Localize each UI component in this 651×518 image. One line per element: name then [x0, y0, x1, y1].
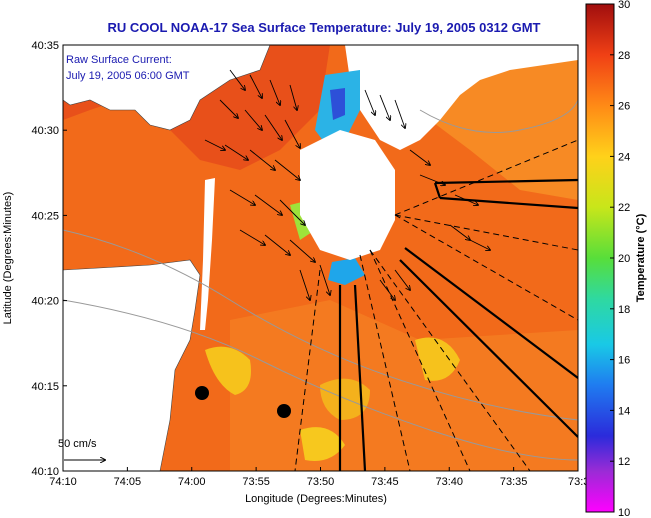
buoy-marker-2	[277, 404, 291, 418]
y-tick-label: 40:10	[31, 466, 59, 478]
warm-patch-2	[320, 378, 370, 420]
x-tick-label: 73:40	[435, 476, 463, 488]
colorbar-label: Temperature (°C)	[635, 213, 647, 302]
warm-patch-1	[205, 346, 251, 395]
bathymetry-contour-2	[63, 299, 578, 461]
y-axis-ticks: 40:35 40:30 40:25 40:20 40:15 40:10	[31, 40, 67, 478]
y-axis-label: Latitude (Degrees:Minutes)	[2, 192, 14, 325]
sandy-hook	[200, 178, 215, 330]
legend-line-1: Raw Surface Current:	[66, 54, 172, 66]
shipping-lane-south	[338, 284, 367, 471]
y-tick-label: 40:20	[31, 296, 59, 308]
x-tick-label: 74:05	[114, 476, 142, 488]
land-nj-coast	[63, 259, 201, 471]
colorbar-tick-label: 18	[618, 304, 630, 316]
bathymetry-contour-1	[63, 229, 578, 421]
x-tick-label: 73:35	[500, 476, 528, 488]
scale-label: 50 cm/s	[58, 438, 97, 450]
y-tick-label: 40:35	[31, 40, 59, 52]
map-area	[63, 45, 578, 471]
colorbar-tick-label: 10	[618, 507, 630, 518]
x-tick-label: 73:45	[371, 476, 399, 488]
warm-patch-3	[415, 337, 460, 381]
cold-core	[330, 88, 345, 120]
colorbar	[585, 3, 615, 513]
current-vectors	[204, 69, 490, 300]
colorbar-tick-label: 22	[618, 202, 630, 214]
colorbar-tick-label: 28	[618, 50, 630, 62]
bathymetry-contour-3	[419, 99, 578, 133]
x-tick-label: 73:55	[242, 476, 270, 488]
warm-patch-4	[300, 427, 345, 461]
y-tick-label: 40:15	[31, 381, 59, 393]
colorbar-tick-label: 26	[618, 101, 630, 113]
buoy-marker-1	[195, 386, 209, 400]
x-tick-label: 73:50	[307, 476, 335, 488]
x-axis-ticks: 74:10 74:05 74:00 73:55 73:50 73:45 73:40 73:35…	[49, 467, 589, 488]
colorbar-ticks: 30 28 26 24 22 20 18 16 14 12 10	[610, 0, 630, 518]
colorbar-tick-label: 30	[618, 0, 630, 11]
shipping-lane-east	[433, 178, 578, 210]
land-north	[63, 45, 271, 131]
y-tick-label: 40:25	[31, 210, 59, 222]
cold-patch-south	[328, 258, 365, 285]
colorbar-tick-label: 14	[618, 405, 630, 417]
colorbar-tick-label: 12	[618, 456, 630, 468]
radial-range-lines	[294, 139, 578, 471]
legend-line-2: July 19, 2005 06:00 GMT	[66, 70, 190, 82]
cloud-mask	[300, 130, 395, 260]
x-tick-label: 74:00	[178, 476, 206, 488]
shipping-lane-southeast	[399, 247, 578, 438]
colorbar-tick-label: 16	[618, 355, 630, 367]
colorbar-tick-label: 24	[618, 151, 630, 163]
x-tick-label: 73:3	[568, 476, 589, 488]
x-tick-label: 74:10	[49, 476, 77, 488]
x-axis-label: Longitude (Degrees:Minutes)	[245, 493, 387, 505]
colorbar-tick-label: 20	[618, 253, 630, 265]
figure-title: RU COOL NOAA-17 Sea Surface Temperature:…	[107, 20, 540, 35]
y-tick-label: 40:30	[31, 125, 59, 137]
